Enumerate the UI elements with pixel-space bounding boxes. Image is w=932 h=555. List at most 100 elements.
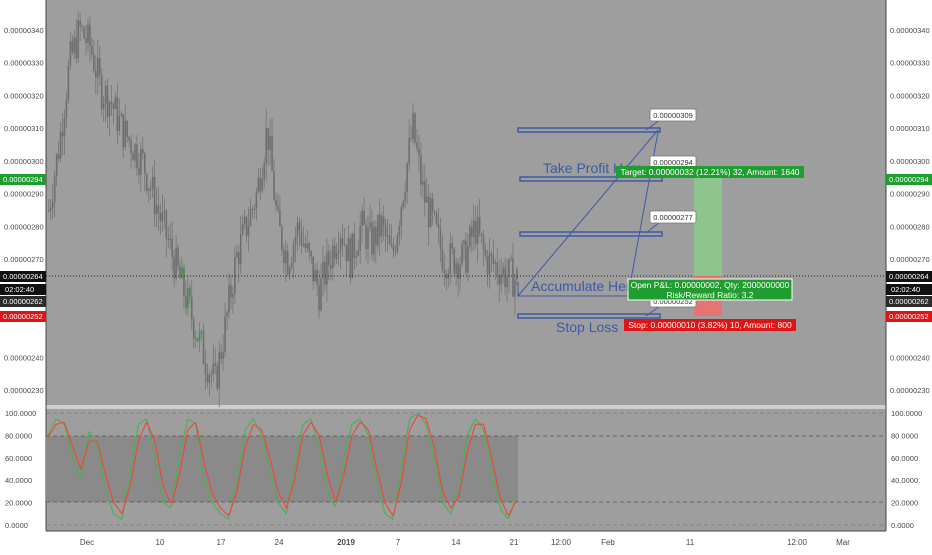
candle-body [179,266,181,279]
stoch-d-line [47,414,517,517]
right-price-axis[interactable]: 0.00000340 0.00000330 0.00000320 0.00000310… [890,26,930,395]
time-tick: 12:00 [787,538,808,547]
left-stoch-tick: 100.0000 [5,409,36,418]
candle-body [190,297,193,320]
candle-body [322,261,324,279]
left-price-tick: 0.00000240 [4,353,44,362]
candle-body [482,236,485,250]
candle-body [161,212,164,221]
candle-body [104,85,107,104]
candle-body [49,207,52,211]
candle-body [408,138,410,164]
stochastic-lines[interactable] [47,412,517,521]
candle-body [284,250,287,264]
right-price-tick: 0.00000270 [890,255,930,264]
candle-body [396,235,399,252]
candle-body [275,199,277,206]
candle-body [422,181,424,185]
right-gray-price-box [886,296,932,307]
candle-body [412,113,414,140]
candle-body [480,233,483,237]
candle-body [173,256,175,279]
candle-body [279,209,281,227]
open-pl-box[interactable] [627,278,793,301]
price-pane[interactable] [46,0,886,405]
candle-body [143,153,146,174]
left-stoch-tick: 80.0000 [5,431,32,440]
left-price-axis[interactable]: 0.00000340 0.00000330 0.00000320 0.00000310… [4,26,44,395]
accumulate-label[interactable]: Accumulate Here [531,278,639,294]
candle-body [382,216,385,225]
candle-body [380,216,383,237]
candle-body [508,259,510,277]
candle-body [157,205,160,214]
right-red-price-label: 0.00000252 [889,312,929,321]
level-box-294[interactable] [519,176,663,182]
candle-body [359,225,361,251]
stop-loss-label[interactable]: Stop Loss [556,319,618,335]
candle-body [169,238,172,241]
time-axis[interactable]: Dec 10 17 24 2019 7 14 21 12:00 Feb 11 12:00 Mar [80,538,850,547]
candle-body [142,149,144,154]
candle-body [472,220,475,237]
candle-body [414,113,416,143]
callout-277-box[interactable] [649,210,697,224]
candle-body [218,352,220,389]
candle-body [490,253,493,256]
candle-body [365,224,367,250]
candle-body [312,256,314,282]
risk-reward-text: Risk/Reward Ratio: 3.2 [667,290,754,300]
stop-label-box[interactable] [624,319,796,331]
candle-body [400,207,403,227]
candle-body [298,222,301,232]
candle-body [241,223,244,235]
candle-body [476,217,479,244]
time-tick: 11 [686,538,695,547]
candle-body [236,252,238,257]
level-box-252[interactable] [517,313,661,319]
candle-body [237,252,240,265]
candle-body [163,210,166,213]
left-gray-price-label: 0.00000262 [3,297,43,306]
candle-body [67,65,70,100]
right-stochastic-axis[interactable]: 100.0000 80.0000 60.0000 40.0000 20.0000 0.00… [891,409,922,530]
candle-body [214,363,217,366]
candle-body [51,201,54,208]
candle-body [112,104,115,109]
candle-body [151,177,154,190]
left-stochastic-axis[interactable]: 100.0000 80.0000 60.0000 40.0000 20.0000 0.00… [5,409,36,530]
right-price-tick: 0.00000240 [890,353,930,362]
candle-body [371,222,373,255]
candle-body [449,243,452,275]
candle-body [433,211,436,213]
candle-body [98,58,101,75]
level-box-309[interactable] [517,127,661,133]
candle-body [453,248,455,274]
candle-body [136,144,138,168]
candle-body [330,264,332,269]
candle-body [390,243,393,247]
target-zone[interactable] [694,172,722,276]
candle-body [294,236,297,245]
candle-body [222,352,224,359]
level-box-277[interactable] [519,231,663,237]
price-candles[interactable] [48,11,518,408]
right-price-tick: 0.00000320 [890,91,930,100]
candle-body [206,373,209,383]
right-stoch-tick: 20.0000 [891,499,918,508]
candle-body [486,255,489,275]
callout-pointer-309 [645,119,661,131]
projection-path[interactable] [517,131,659,297]
candle-body [81,26,83,28]
callout-309-box[interactable] [649,108,697,122]
candle-body [267,128,269,150]
candle-body [251,208,254,210]
candle-body [110,102,113,105]
pane-divider[interactable] [46,405,886,409]
candle-body [318,285,320,311]
candle-body [204,364,207,374]
candle-body [474,220,477,244]
target-label-box[interactable] [616,166,804,178]
